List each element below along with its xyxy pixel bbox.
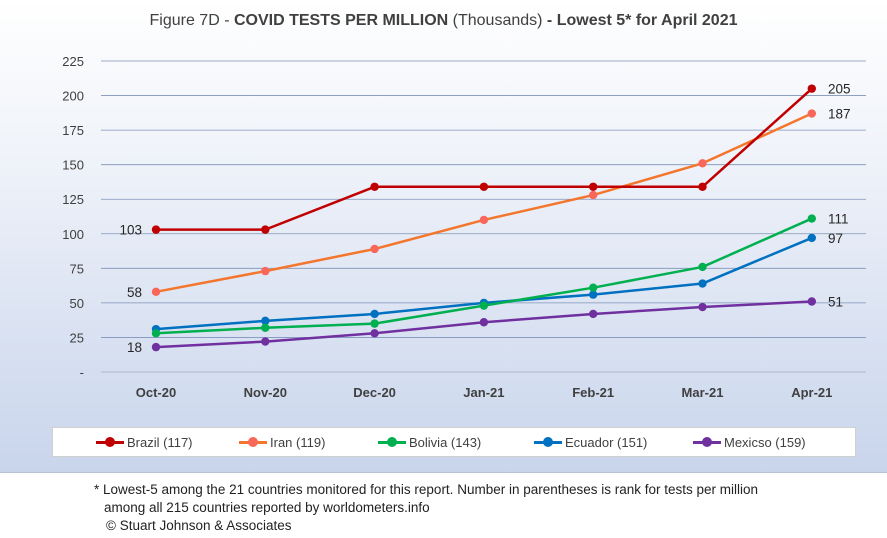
- data-point: [698, 159, 707, 168]
- legend-label: Ecuador (151): [565, 434, 648, 450]
- legend-label: Brazil (117): [127, 434, 193, 450]
- data-point: [807, 233, 816, 243]
- title-prefix: Figure 7D -: [149, 12, 234, 29]
- legend-label: Iran (119): [270, 434, 326, 450]
- data-point: [370, 244, 379, 254]
- data-label: 51: [828, 295, 843, 310]
- y-tick-label: 100: [62, 227, 84, 242]
- data-point: [261, 225, 270, 234]
- data-point: [479, 182, 489, 191]
- data-point: [479, 215, 489, 225]
- data-label: 58: [127, 285, 142, 300]
- legend-item: Ecuador (151): [534, 428, 647, 456]
- legend-item: Iran (119): [239, 428, 325, 456]
- legend-swatch: [534, 436, 562, 448]
- title-bold-main: COVID TESTS PER MILLION: [233, 12, 449, 29]
- data-point: [698, 279, 707, 288]
- line-chart: - 25 50 75 100 125 150 175 200 225 Oct-20 Nov-20 Dec…: [62, 54, 866, 400]
- legend-swatch: [378, 436, 406, 448]
- data-point: [698, 182, 707, 191]
- data-label: 205: [828, 82, 851, 97]
- data-point: [589, 290, 598, 299]
- data-label: 187: [828, 107, 851, 122]
- footnote: * Lowest-5 among the 21 countries monito…: [94, 481, 874, 535]
- data-point: [589, 283, 598, 292]
- data-point: [370, 309, 379, 319]
- x-tick-label: Jan-21: [463, 385, 504, 400]
- chart-area: Figure 7D - COVID TESTS PER MILLION (Tho…: [0, 0, 887, 473]
- data-point: [479, 301, 489, 310]
- footnote-line-1: * Lowest-5 among the 21 countries monito…: [94, 482, 759, 497]
- data-point: [261, 316, 270, 326]
- y-tick-label: 200: [62, 89, 84, 104]
- data-point: [807, 109, 816, 118]
- data-point: [151, 225, 161, 234]
- footnote-copyright: © Stuart Johnson & Associates: [106, 518, 292, 533]
- data-point: [151, 342, 161, 352]
- legend-swatch: [96, 436, 124, 448]
- data-point: [589, 182, 598, 191]
- legend-item: Brazil (117): [96, 428, 193, 456]
- series-line: [155, 112, 813, 294]
- legend-swatch-marker: [387, 437, 397, 447]
- data-point: [807, 84, 816, 93]
- data-point: [807, 214, 816, 223]
- x-tick-label: Apr-21: [791, 385, 832, 400]
- x-tick-label: Feb-21: [572, 385, 614, 400]
- data-point: [261, 266, 270, 276]
- x-tick-label: Oct-20: [136, 385, 176, 400]
- data-point: [589, 309, 598, 319]
- y-tick-label: 150: [62, 158, 84, 173]
- y-tick-label: -: [80, 365, 84, 380]
- y-tick-label: 125: [62, 192, 84, 207]
- series-line: [155, 217, 813, 335]
- legend-label: Mexicso (159): [724, 434, 806, 450]
- legend-item: Mexicso (159): [693, 428, 806, 456]
- data-point: [370, 319, 379, 328]
- data-point: [261, 323, 270, 332]
- y-tick-label: 225: [62, 54, 84, 69]
- chart-title: Figure 7D - COVID TESTS PER MILLION (Tho…: [0, 12, 887, 30]
- data-point: [479, 318, 489, 327]
- legend-swatch-marker: [105, 437, 115, 447]
- data-point: [370, 329, 379, 338]
- legend-swatch-marker: [543, 437, 553, 447]
- y-tick-label: 175: [62, 123, 84, 138]
- data-point: [370, 182, 379, 191]
- title-bold-sub: - Lowest 5* for April 2021: [546, 12, 738, 29]
- data-point: [589, 190, 598, 200]
- series-line: [155, 236, 813, 331]
- legend-swatch-marker: [702, 437, 712, 447]
- y-tick-label: 50: [70, 296, 84, 311]
- data-label: 111: [828, 212, 849, 227]
- legend-item: Bolivia (143): [378, 428, 481, 456]
- title-middle: (Thousands): [448, 12, 547, 29]
- data-label: 97: [828, 231, 843, 246]
- x-tick-label: Nov-20: [244, 385, 287, 400]
- data-point: [698, 262, 707, 272]
- chart-legend: Brazil (117) Iran (119) Bolivia (143) Ecuad…: [52, 427, 856, 457]
- data-point: [151, 287, 161, 297]
- legend-swatch: [693, 436, 721, 448]
- data-point: [151, 329, 161, 338]
- data-point: [807, 297, 816, 306]
- data-label: 103: [119, 223, 142, 238]
- data-point: [698, 302, 707, 312]
- footnote-line-2: among all 215 countries reported by worl…: [104, 500, 430, 515]
- y-tick-label: 25: [70, 330, 84, 345]
- y-tick-label: 75: [70, 261, 84, 276]
- legend-label: Bolivia (143): [409, 434, 482, 450]
- legend-swatch-marker: [248, 437, 258, 447]
- x-tick-label: Mar-21: [682, 385, 724, 400]
- x-tick-label: Dec-20: [353, 385, 396, 400]
- data-point: [261, 337, 270, 346]
- legend-swatch: [239, 436, 267, 448]
- data-label: 18: [127, 340, 142, 355]
